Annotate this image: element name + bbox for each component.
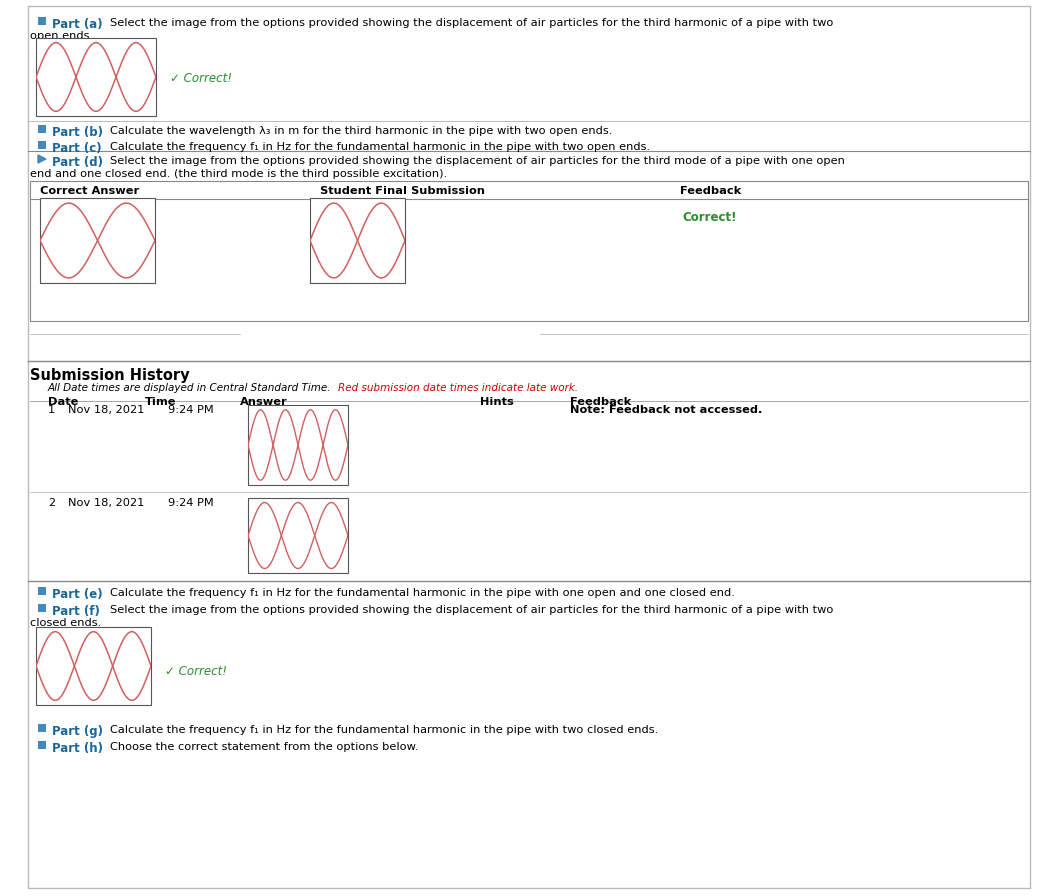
Bar bbox=[38, 741, 46, 749]
Bar bbox=[38, 17, 46, 25]
Text: Part (b): Part (b) bbox=[52, 126, 103, 139]
Text: Part (e): Part (e) bbox=[52, 588, 102, 601]
Text: Nov 18, 2021: Nov 18, 2021 bbox=[68, 498, 145, 508]
Text: Calculate the wavelength λ₃ in m for the third harmonic in the pipe with two ope: Calculate the wavelength λ₃ in m for the… bbox=[110, 126, 613, 136]
Bar bbox=[311, 198, 405, 283]
Text: ✓ Correct!: ✓ Correct! bbox=[165, 665, 227, 678]
Text: All Date times are displayed in Central Standard Time.: All Date times are displayed in Central … bbox=[48, 383, 331, 393]
Bar bbox=[36, 627, 151, 705]
Text: ✓ Correct!: ✓ Correct! bbox=[170, 72, 232, 85]
Text: Correct Answer: Correct Answer bbox=[40, 186, 140, 196]
Text: Time: Time bbox=[145, 397, 176, 407]
Text: Note: Feedback not accessed.: Note: Feedback not accessed. bbox=[570, 405, 763, 415]
Text: Date: Date bbox=[48, 397, 78, 407]
Bar bbox=[248, 405, 348, 485]
Text: Nov 18, 2021: Nov 18, 2021 bbox=[68, 405, 145, 415]
Text: Feedback: Feedback bbox=[680, 186, 741, 196]
Bar bbox=[38, 125, 46, 133]
Text: Select the image from the options provided showing the displacement of air parti: Select the image from the options provid… bbox=[110, 156, 845, 166]
Bar bbox=[40, 198, 155, 283]
Text: Red submission date times indicate late work.: Red submission date times indicate late … bbox=[338, 383, 578, 393]
Bar bbox=[38, 724, 46, 732]
Text: 1: 1 bbox=[48, 405, 55, 415]
Text: Feedback: Feedback bbox=[570, 397, 631, 407]
Bar bbox=[38, 141, 46, 149]
Text: Select the image from the options provided showing the displacement of air parti: Select the image from the options provid… bbox=[110, 605, 834, 615]
Bar bbox=[248, 498, 348, 573]
Text: Answer: Answer bbox=[240, 397, 288, 407]
Text: open ends.: open ends. bbox=[30, 31, 93, 41]
Bar bbox=[38, 587, 46, 595]
Text: Part (g): Part (g) bbox=[52, 725, 103, 738]
Text: 9:24 PM: 9:24 PM bbox=[168, 498, 214, 508]
Text: 2: 2 bbox=[48, 498, 55, 508]
Text: Hints: Hints bbox=[480, 397, 514, 407]
Text: Correct!: Correct! bbox=[683, 211, 737, 224]
Text: end and one closed end. (the third mode is the third possible excitation).: end and one closed end. (the third mode … bbox=[30, 169, 447, 179]
Polygon shape bbox=[38, 155, 46, 163]
Text: Part (c): Part (c) bbox=[52, 142, 102, 155]
Text: Part (d): Part (d) bbox=[52, 156, 103, 169]
Text: Calculate the frequency f₁ in Hz for the fundamental harmonic in the pipe with t: Calculate the frequency f₁ in Hz for the… bbox=[110, 142, 650, 152]
Bar bbox=[36, 38, 156, 116]
Text: closed ends.: closed ends. bbox=[30, 618, 101, 628]
Bar bbox=[38, 604, 46, 612]
Bar bbox=[30, 181, 1028, 321]
Text: 9:24 PM: 9:24 PM bbox=[168, 405, 214, 415]
Text: Part (h): Part (h) bbox=[52, 742, 103, 755]
Text: Calculate the frequency f₁ in Hz for the fundamental harmonic in the pipe with t: Calculate the frequency f₁ in Hz for the… bbox=[110, 725, 659, 735]
Text: Submission History: Submission History bbox=[30, 368, 190, 383]
Text: Select the image from the options provided showing the displacement of air parti: Select the image from the options provid… bbox=[110, 18, 834, 28]
Text: Student Final Submission: Student Final Submission bbox=[320, 186, 485, 196]
Text: Part (f): Part (f) bbox=[52, 605, 100, 618]
Text: Calculate the frequency f₁ in Hz for the fundamental harmonic in the pipe with o: Calculate the frequency f₁ in Hz for the… bbox=[110, 588, 735, 598]
Text: Part (a): Part (a) bbox=[52, 18, 102, 31]
Text: Choose the correct statement from the options below.: Choose the correct statement from the op… bbox=[110, 742, 419, 752]
